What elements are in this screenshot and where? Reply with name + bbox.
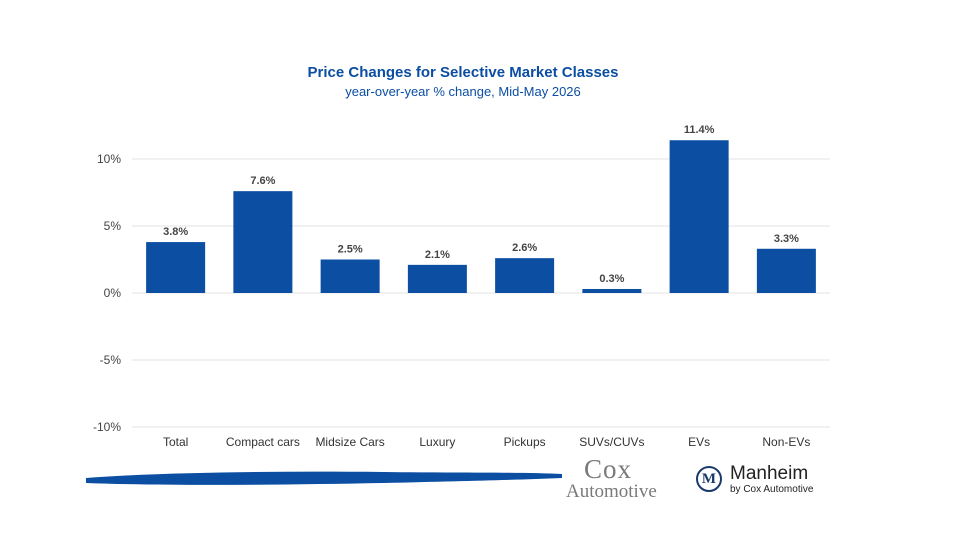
y-tick-label: 0% (104, 286, 122, 300)
cox-logo-top: Cox (584, 454, 633, 484)
bar (233, 191, 293, 293)
data-label: 3.3% (774, 233, 799, 245)
data-label: 2.1% (425, 249, 450, 261)
data-label: 11.4% (684, 124, 715, 136)
bar (669, 140, 729, 293)
data-label: 7.6% (250, 175, 275, 187)
brush-stroke-decoration (86, 471, 562, 485)
chart-subtitle: year-over-year % change, Mid-May 2026 (345, 84, 581, 99)
manheim-name: Manheim (730, 462, 809, 484)
bar (407, 264, 467, 293)
data-label: 3.8% (163, 226, 188, 238)
bar (146, 242, 206, 293)
data-label: 2.6% (512, 242, 537, 254)
x-tick-label: Pickups (504, 435, 546, 449)
y-tick-label: -10% (93, 420, 121, 434)
cox-logo-bottom: Automotive (566, 481, 657, 502)
bar (756, 248, 816, 293)
x-tick-label: Non-EVs (762, 435, 810, 449)
y-tick-label: -5% (100, 353, 122, 367)
y-tick-label: 10% (97, 152, 121, 166)
manheim-byline: by Cox Automotive (730, 483, 814, 495)
y-tick-label: 5% (104, 219, 122, 233)
manheim-logo: M Manheim by Cox Automotive (696, 462, 813, 496)
bar (495, 258, 555, 293)
x-tick-label: EVs (688, 435, 710, 449)
cox-automotive-logo: Cox Automotive (566, 454, 686, 502)
bar (320, 259, 380, 293)
x-tick-label: Total (163, 435, 188, 449)
chart-title: Price Changes for Selective Market Class… (307, 64, 619, 81)
x-tick-label: Midsize Cars (315, 435, 384, 449)
manheim-badge-icon: M (696, 466, 722, 492)
data-label: 2.5% (338, 244, 363, 256)
x-tick-label: SUVs/CUVs (579, 435, 644, 449)
data-label: 0.3% (599, 273, 624, 285)
x-tick-label: Luxury (419, 435, 455, 449)
x-tick-label: Compact cars (226, 435, 300, 449)
bar (582, 288, 642, 293)
